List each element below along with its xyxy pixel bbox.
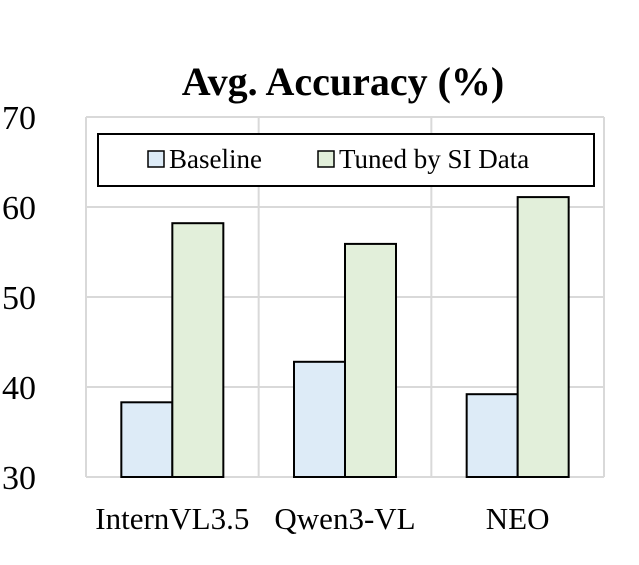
bar-baseline-2 bbox=[465, 393, 519, 479]
legend-swatch-tuned bbox=[317, 150, 335, 168]
legend-box bbox=[97, 133, 595, 187]
x-category-label: NEO bbox=[486, 501, 550, 536]
bars-layer bbox=[120, 196, 570, 479]
bar-tuned-1 bbox=[344, 242, 397, 478]
legend: Baseline Tuned by SI Data bbox=[97, 133, 595, 187]
axis-layer: 30 40 50 60 70 InternVL3.5 Qwen3-VL NEO bbox=[2, 100, 550, 536]
bar-tuned-2 bbox=[516, 196, 570, 478]
legend-swatch-baseline bbox=[147, 150, 165, 168]
bar-baseline-1 bbox=[293, 360, 346, 478]
y-tick-label: 70 bbox=[2, 100, 36, 137]
y-tick-label: 50 bbox=[2, 280, 36, 317]
x-category-label: InternVL3.5 bbox=[95, 501, 249, 536]
y-tick-label: 30 bbox=[2, 460, 36, 497]
bar-baseline-0 bbox=[120, 401, 174, 478]
legend-label-tuned: Tuned by SI Data bbox=[339, 144, 529, 174]
y-tick-label: 60 bbox=[2, 190, 36, 227]
legend-label-baseline: Baseline bbox=[169, 144, 262, 174]
y-tick-label: 40 bbox=[2, 370, 36, 407]
x-category-label: Qwen3-VL bbox=[274, 501, 415, 536]
bar-tuned-0 bbox=[171, 222, 225, 478]
chart-title: Avg. Accuracy (%) bbox=[182, 59, 505, 104]
